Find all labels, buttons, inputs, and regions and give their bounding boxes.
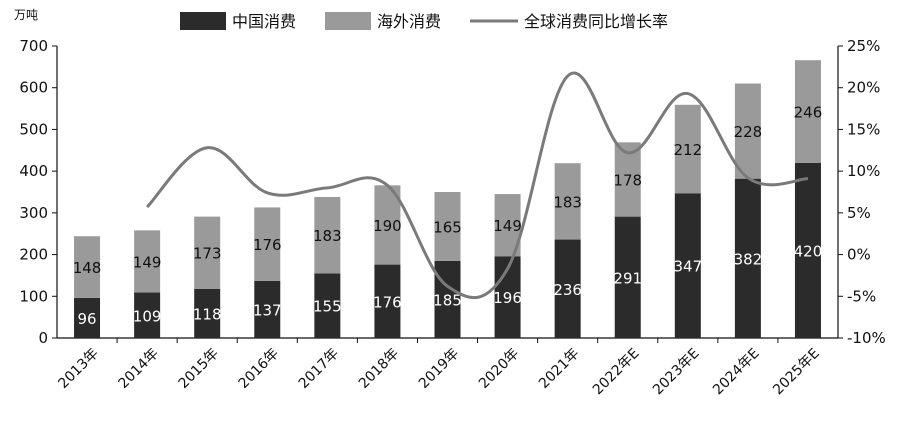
- bar-overseas: [254, 207, 281, 281]
- x-tick-label: 2020年: [476, 346, 522, 392]
- y-left-unit-label: 万吨: [14, 8, 38, 22]
- y-left-tick-label: 700: [19, 37, 48, 55]
- bar-overseas: [614, 142, 641, 217]
- x-tick-label: 2025年E: [770, 346, 823, 399]
- y-right-tick-label: 10%: [847, 162, 880, 180]
- bar-label-china: 420: [794, 242, 823, 260]
- y-left-tick-label: 600: [19, 79, 48, 97]
- bar-overseas: [374, 185, 401, 265]
- y-left-tick-label: 400: [19, 162, 48, 180]
- bar-label-overseas: 148: [73, 259, 102, 277]
- y-left-tick-label: 100: [19, 287, 48, 305]
- bar-overseas: [674, 104, 701, 194]
- bar-overseas: [74, 236, 101, 298]
- bar-label-china: 236: [553, 281, 582, 299]
- bar-overseas: [554, 163, 581, 240]
- y-right-tick-label: -10%: [847, 329, 886, 347]
- legend-swatch-china: [180, 12, 226, 30]
- bar-china: [554, 239, 581, 338]
- bar-overseas: [434, 192, 461, 261]
- bar-china: [314, 273, 341, 338]
- x-tick-label: 2022年E: [590, 346, 643, 399]
- legend-label-overseas: 海外消费: [377, 12, 441, 31]
- bar-label-overseas: 212: [673, 141, 702, 159]
- bar-label-overseas: 190: [373, 217, 402, 235]
- y-left-tick-label: 300: [19, 204, 48, 222]
- bar-label-china: 155: [313, 298, 342, 316]
- y-right-tick-label: 5%: [847, 204, 871, 222]
- bar-china: [674, 193, 701, 338]
- bar-label-overseas: 178: [613, 171, 642, 189]
- y-left-tick-label: 500: [19, 120, 48, 138]
- y-right-tick-label: 0%: [847, 246, 871, 264]
- y-left-tick-label: 0: [38, 329, 48, 347]
- legend-swatch-overseas: [325, 12, 371, 30]
- bar-label-overseas: 228: [734, 123, 763, 141]
- bar-china: [194, 288, 221, 338]
- x-tick-label: 2023年E: [650, 346, 703, 399]
- bar-label-overseas: 246: [794, 103, 823, 121]
- bar-label-china: 137: [253, 301, 282, 319]
- x-tick-label: 2015年: [176, 346, 222, 392]
- bar-overseas: [134, 230, 161, 293]
- bar-label-overseas: 149: [133, 253, 162, 271]
- bar-china: [374, 264, 401, 338]
- bar-label-china: 185: [433, 291, 462, 309]
- growth-line: [146, 71, 809, 299]
- bar-label-china: 291: [613, 269, 642, 287]
- bar-china: [254, 280, 281, 338]
- x-tick-label: 2018年: [356, 346, 402, 392]
- x-tick-label: 2019年: [416, 346, 462, 392]
- x-tick-label: 2014年: [116, 346, 162, 392]
- bar-china: [794, 162, 821, 338]
- x-tick-label: 2024年E: [710, 346, 763, 399]
- bar-label-china: 347: [673, 258, 702, 276]
- bar-label-overseas: 149: [493, 217, 522, 235]
- growth-line-group: [146, 71, 809, 299]
- y-left-tick-label: 200: [19, 246, 48, 264]
- bar-label-overseas: 176: [253, 236, 282, 254]
- bar-label-china: 176: [373, 293, 402, 311]
- bar-china: [74, 297, 101, 338]
- x-tick-label: 2016年: [236, 346, 282, 392]
- bar-label-overseas: 173: [193, 245, 222, 263]
- legend-label-china: 中国消费: [232, 12, 296, 31]
- bar-china: [614, 216, 641, 338]
- bar-label-china: 96: [77, 310, 96, 328]
- legend-label-growth: 全球消费同比增长率: [524, 12, 668, 31]
- x-tick-label: 2013年: [55, 346, 101, 392]
- y-right-tick-label: 20%: [847, 79, 880, 97]
- bar-labels: 96 148 109 149 118 173 137 176 155 183 176 190 185 16…: [73, 103, 823, 327]
- x-tick-label: 2017年: [296, 346, 342, 392]
- bar-china: [734, 178, 761, 338]
- bar-overseas: [794, 60, 821, 163]
- y-right-tick-label: -5%: [847, 287, 876, 305]
- x-tick-labels: 2013年 2014年 2015年 2016年 2017年 2018年 2019年 2020年…: [55, 346, 822, 399]
- bar-overseas: [194, 216, 221, 289]
- bar-label-overseas: 183: [313, 227, 342, 245]
- bar-label-china: 109: [133, 307, 162, 325]
- y-right-tick-label: 15%: [847, 120, 880, 138]
- bar-overseas: [314, 197, 341, 274]
- bar-label-overseas: 165: [433, 218, 462, 236]
- bar-label-china: 118: [193, 305, 222, 323]
- bar-label-overseas: 183: [553, 193, 582, 211]
- bar-label-china: 196: [493, 289, 522, 307]
- bar-overseas: [734, 83, 761, 179]
- x-tick-label: 2021年: [536, 346, 582, 392]
- bar-label-china: 382: [734, 250, 763, 268]
- bars: [74, 60, 821, 338]
- y-right-tick-label: 25%: [847, 37, 880, 55]
- bar-china: [134, 292, 161, 338]
- bar-china: [434, 260, 461, 338]
- axes: 0 100 200 300 400 500 600 700 -10% -5% 0% 5% 10% 15% 2…: [19, 37, 885, 347]
- legend: 中国消费 海外消费 全球消费同比增长率: [180, 12, 668, 31]
